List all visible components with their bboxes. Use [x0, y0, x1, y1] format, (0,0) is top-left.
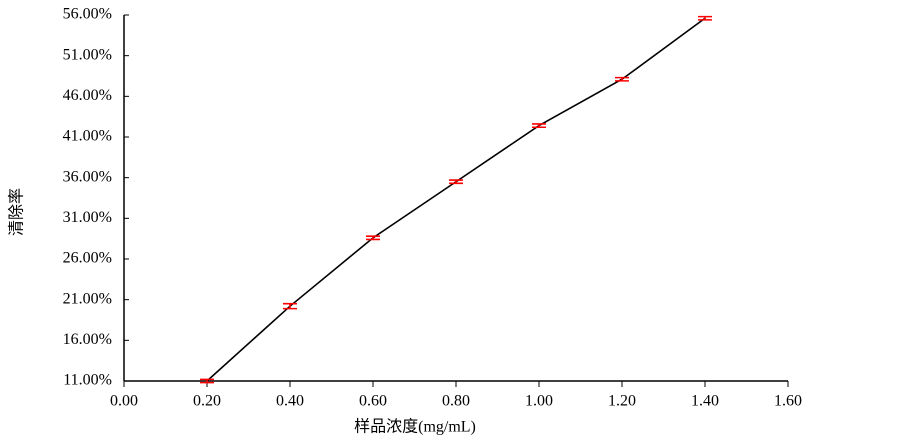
- y-tick-label: 31.00%: [63, 209, 112, 226]
- x-tick-label: 0.80: [442, 393, 470, 410]
- error-bar: [366, 235, 380, 241]
- error-bar: [532, 123, 546, 129]
- y-tick-label: 16.00%: [63, 331, 112, 348]
- y-tick-label: 56.00%: [63, 6, 112, 23]
- x-tick-label: 1.00: [525, 393, 553, 410]
- y-tick-label: 11.00%: [63, 372, 112, 389]
- x-tick-label: 0.60: [359, 393, 387, 410]
- x-axis-label: 样品浓度(mg/mL): [354, 418, 476, 436]
- y-tick-label: 26.00%: [63, 250, 112, 267]
- y-tick-label: 51.00%: [63, 46, 112, 63]
- x-tick-label: 0.20: [193, 393, 221, 410]
- error-bar: [449, 179, 463, 185]
- x-tick-label: 0.40: [276, 393, 304, 410]
- x-tick-label: 1.40: [691, 393, 719, 410]
- y-tick-label: 46.00%: [63, 87, 112, 104]
- error-bar: [200, 378, 214, 384]
- x-tick-label: 1.20: [608, 393, 636, 410]
- error-bar: [698, 15, 712, 21]
- x-tick-label: 1.60: [774, 393, 802, 410]
- error-bar: [615, 76, 629, 82]
- y-tick-label: 36.00%: [63, 168, 112, 185]
- y-tick-label: 21.00%: [63, 290, 112, 307]
- y-axis-label: 清除率: [8, 188, 26, 236]
- x-tick-label: 0.00: [110, 393, 138, 410]
- data-line: [206, 17, 706, 382]
- y-tick-label: 41.00%: [63, 128, 112, 145]
- error-bar: [283, 302, 297, 310]
